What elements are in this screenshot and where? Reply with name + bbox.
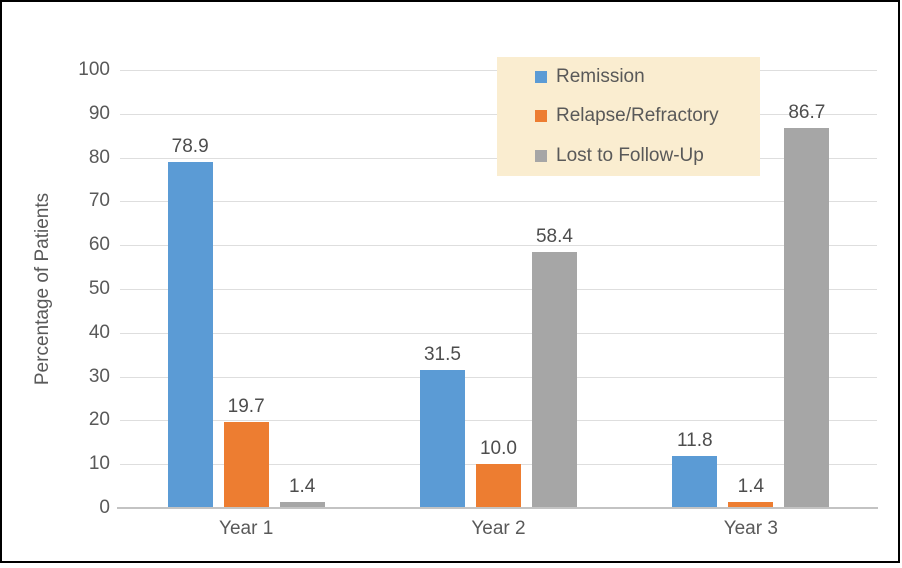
y-tick-label: 40 xyxy=(88,321,110,343)
bar-remission-year-2 xyxy=(419,370,465,508)
bar-relapse-refractory-year-2 xyxy=(475,464,521,508)
y-tick-label: 10 xyxy=(88,453,110,475)
y-tick-label: 50 xyxy=(88,278,110,299)
bar-slot-lost-to-follow-up: 1.4 xyxy=(279,70,325,508)
x-category-label-year-3: Year 3 xyxy=(723,518,778,539)
gridline xyxy=(120,289,877,290)
bar-remission-year-3 xyxy=(672,456,718,508)
bar-lost-to-follow-up-year-2 xyxy=(531,252,577,508)
bar-value-label: 19.7 xyxy=(227,395,265,417)
y-tick-label: 80 xyxy=(88,146,110,168)
y-tick-label: 100 xyxy=(78,59,110,80)
gridline xyxy=(120,245,877,247)
bar-value-label: 31.5 xyxy=(423,344,461,365)
bar-slot-relapse-refractory: 10.0 xyxy=(475,70,521,508)
legend-item-relapse-refractory: Relapse/Refractory xyxy=(535,105,760,127)
bar-group-year-1: 78.9 19.7 1.4 xyxy=(167,70,325,508)
y-tick-label: 90 xyxy=(88,102,110,124)
x-category-label-year-1: Year 1 xyxy=(219,518,274,539)
y-tick-label: 20 xyxy=(88,409,110,431)
bar-value-label: 78.9 xyxy=(171,136,209,158)
bar-group-year-2: 31.5 10.0 58.4 xyxy=(419,70,577,508)
bar-remission-year-1 xyxy=(167,162,213,508)
bar-relapse-refractory-year-1 xyxy=(223,421,269,508)
legend: Remission Relapse/Refractory Lost to Follo… xyxy=(497,57,760,176)
legend-item-lost-to-follow-up: Lost to Follow-Up xyxy=(535,145,760,167)
bar-value-label: 86.7 xyxy=(788,102,826,124)
bar-group-year-3: 11.8 1.4 86.7 xyxy=(672,70,830,508)
bar-slot-remission: 78.9 xyxy=(167,70,213,508)
x-axis-category-labels: Year 1 Year 2 Year 3 xyxy=(120,518,877,540)
x-axis-line xyxy=(117,507,878,509)
legend-swatch-remission xyxy=(535,70,547,83)
bar-slot-remission: 11.8 xyxy=(672,70,718,508)
bar-slot-lost-to-follow-up: 58.4 xyxy=(531,70,577,508)
legend-label: Relapse/Refractory xyxy=(556,105,719,127)
legend-label: Lost to Follow-Up xyxy=(556,145,704,167)
gridline xyxy=(120,201,877,203)
gridline xyxy=(120,376,877,378)
bar-value-label: 11.8 xyxy=(677,430,713,452)
bar-relapse-refractory-year-3 xyxy=(728,501,774,508)
plot-area: 78.9 19.7 1.4 31.5 10.0 58.4 11.8 1.4 86.7 xyxy=(117,70,878,509)
bar-slot-relapse-refractory: 1.4 xyxy=(728,70,774,508)
gridline xyxy=(120,420,877,422)
x-category-label-year-2: Year 2 xyxy=(471,518,526,539)
bar-value-label: 10.0 xyxy=(479,438,517,460)
bar-value-label: 58.4 xyxy=(535,226,573,248)
legend-swatch-relapse-refractory xyxy=(535,110,547,123)
bar-lost-to-follow-up-year-3 xyxy=(784,128,830,508)
bar-groups: 78.9 19.7 1.4 31.5 10.0 58.4 11.8 1.4 86.7 xyxy=(120,70,877,508)
gridline xyxy=(120,332,877,334)
legend-item-remission: Remission xyxy=(535,66,760,88)
bar-slot-remission: 31.5 xyxy=(419,70,465,508)
legend-label: Remission xyxy=(556,65,645,87)
bar-value-label: 1.4 xyxy=(288,475,316,497)
bar-value-label: 1.4 xyxy=(737,475,765,497)
y-tick-label: 60 xyxy=(88,234,110,256)
bar-lost-to-follow-up-year-1 xyxy=(279,501,325,508)
bar-slot-relapse-refractory: 19.7 xyxy=(223,70,269,508)
y-tick-label: 30 xyxy=(88,365,110,387)
bar-slot-lost-to-follow-up: 86.7 xyxy=(784,70,830,508)
y-tick-label: 70 xyxy=(88,190,110,212)
y-tick-label: 0 xyxy=(99,497,110,518)
legend-swatch-lost-to-follow-up xyxy=(535,150,547,163)
